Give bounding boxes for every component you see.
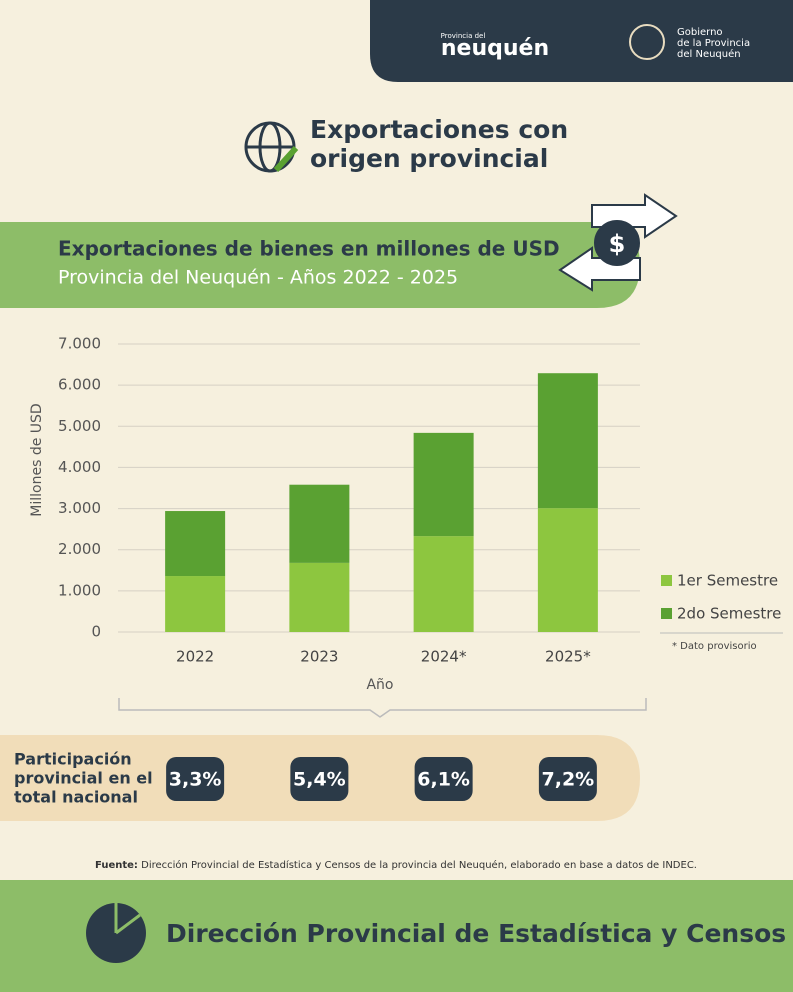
y-tick-label: 6.000 [58, 376, 101, 394]
participation-label: provincial en el [14, 769, 153, 788]
x-tick-label: 2025* [545, 648, 591, 666]
gov-line: Gobierno [677, 27, 723, 38]
exchange-icon: $ [558, 193, 678, 292]
globe-icon [244, 121, 299, 173]
y-tick-label: 3.000 [58, 499, 101, 517]
x-tick-label: 2022 [176, 648, 214, 666]
legend-swatch [661, 575, 672, 586]
chart-title: Exportaciones de bienes en millones de U… [58, 237, 560, 261]
bar-segment [165, 511, 226, 577]
participation-pill [414, 757, 473, 801]
y-tick-label: 2.000 [58, 540, 101, 558]
legend-label: 1er Semestre [677, 572, 778, 590]
title-line: origen provincial [310, 144, 548, 173]
source: Fuente: Dirección Provincial de Estadíst… [95, 859, 697, 871]
participation-label: Participación [14, 750, 132, 769]
brand-small: Provincia del [441, 32, 486, 40]
bar-segment [289, 484, 350, 563]
x-tick-label: 2024* [421, 648, 467, 666]
bar-segment [289, 562, 350, 632]
y-tick-label: 4.000 [58, 458, 101, 476]
participation-value: 5,4% [293, 769, 346, 791]
participation-value: 3,3% [169, 769, 222, 791]
legend-label: 2do Semestre [677, 605, 781, 623]
y-tick-label: 1.000 [58, 581, 101, 599]
footer-icon [86, 903, 146, 963]
chart-subtitle: Provincia del Neuquén - Años 2022 - 2025 [58, 267, 458, 289]
participation-value: 7,2% [542, 769, 595, 791]
y-tick-label: 5.000 [58, 417, 101, 435]
title-line: Exportaciones con [310, 115, 568, 144]
y-tick-label: 7.000 [58, 335, 101, 353]
y-tick-label: 0 [91, 623, 101, 641]
x-tick-label: 2023 [300, 648, 338, 666]
participation-pill [538, 757, 597, 801]
footer-title: Dirección Provincial de Estadística y Ce… [166, 919, 786, 948]
y-axis-label: Millones de USD [29, 403, 45, 516]
participation-pill [166, 757, 225, 801]
bar-segment [537, 373, 598, 509]
bar-segment [537, 508, 598, 632]
header-band [370, 0, 793, 82]
brand: neuquén [441, 36, 549, 61]
note: * Dato provisorio [672, 641, 757, 652]
participation-value: 6,1% [417, 769, 470, 791]
participation-label: total nacional [14, 788, 138, 807]
legend-swatch [661, 608, 672, 619]
gov-line: de la Provincia [677, 38, 750, 49]
bar-segment [413, 536, 474, 632]
source-label: Fuente: [95, 860, 138, 871]
bar-segment [413, 432, 474, 537]
bracket [118, 698, 647, 718]
participation-pill [290, 757, 349, 801]
bar-segment [165, 576, 226, 632]
gov-line: del Neuquén [677, 48, 741, 60]
banner [0, 222, 640, 308]
x-axis-label: Año [366, 677, 393, 693]
coat-icon [629, 24, 665, 60]
dollar-sign: $ [609, 230, 626, 258]
source-text: Dirección Provincial de Estadística y Ce… [138, 859, 697, 871]
